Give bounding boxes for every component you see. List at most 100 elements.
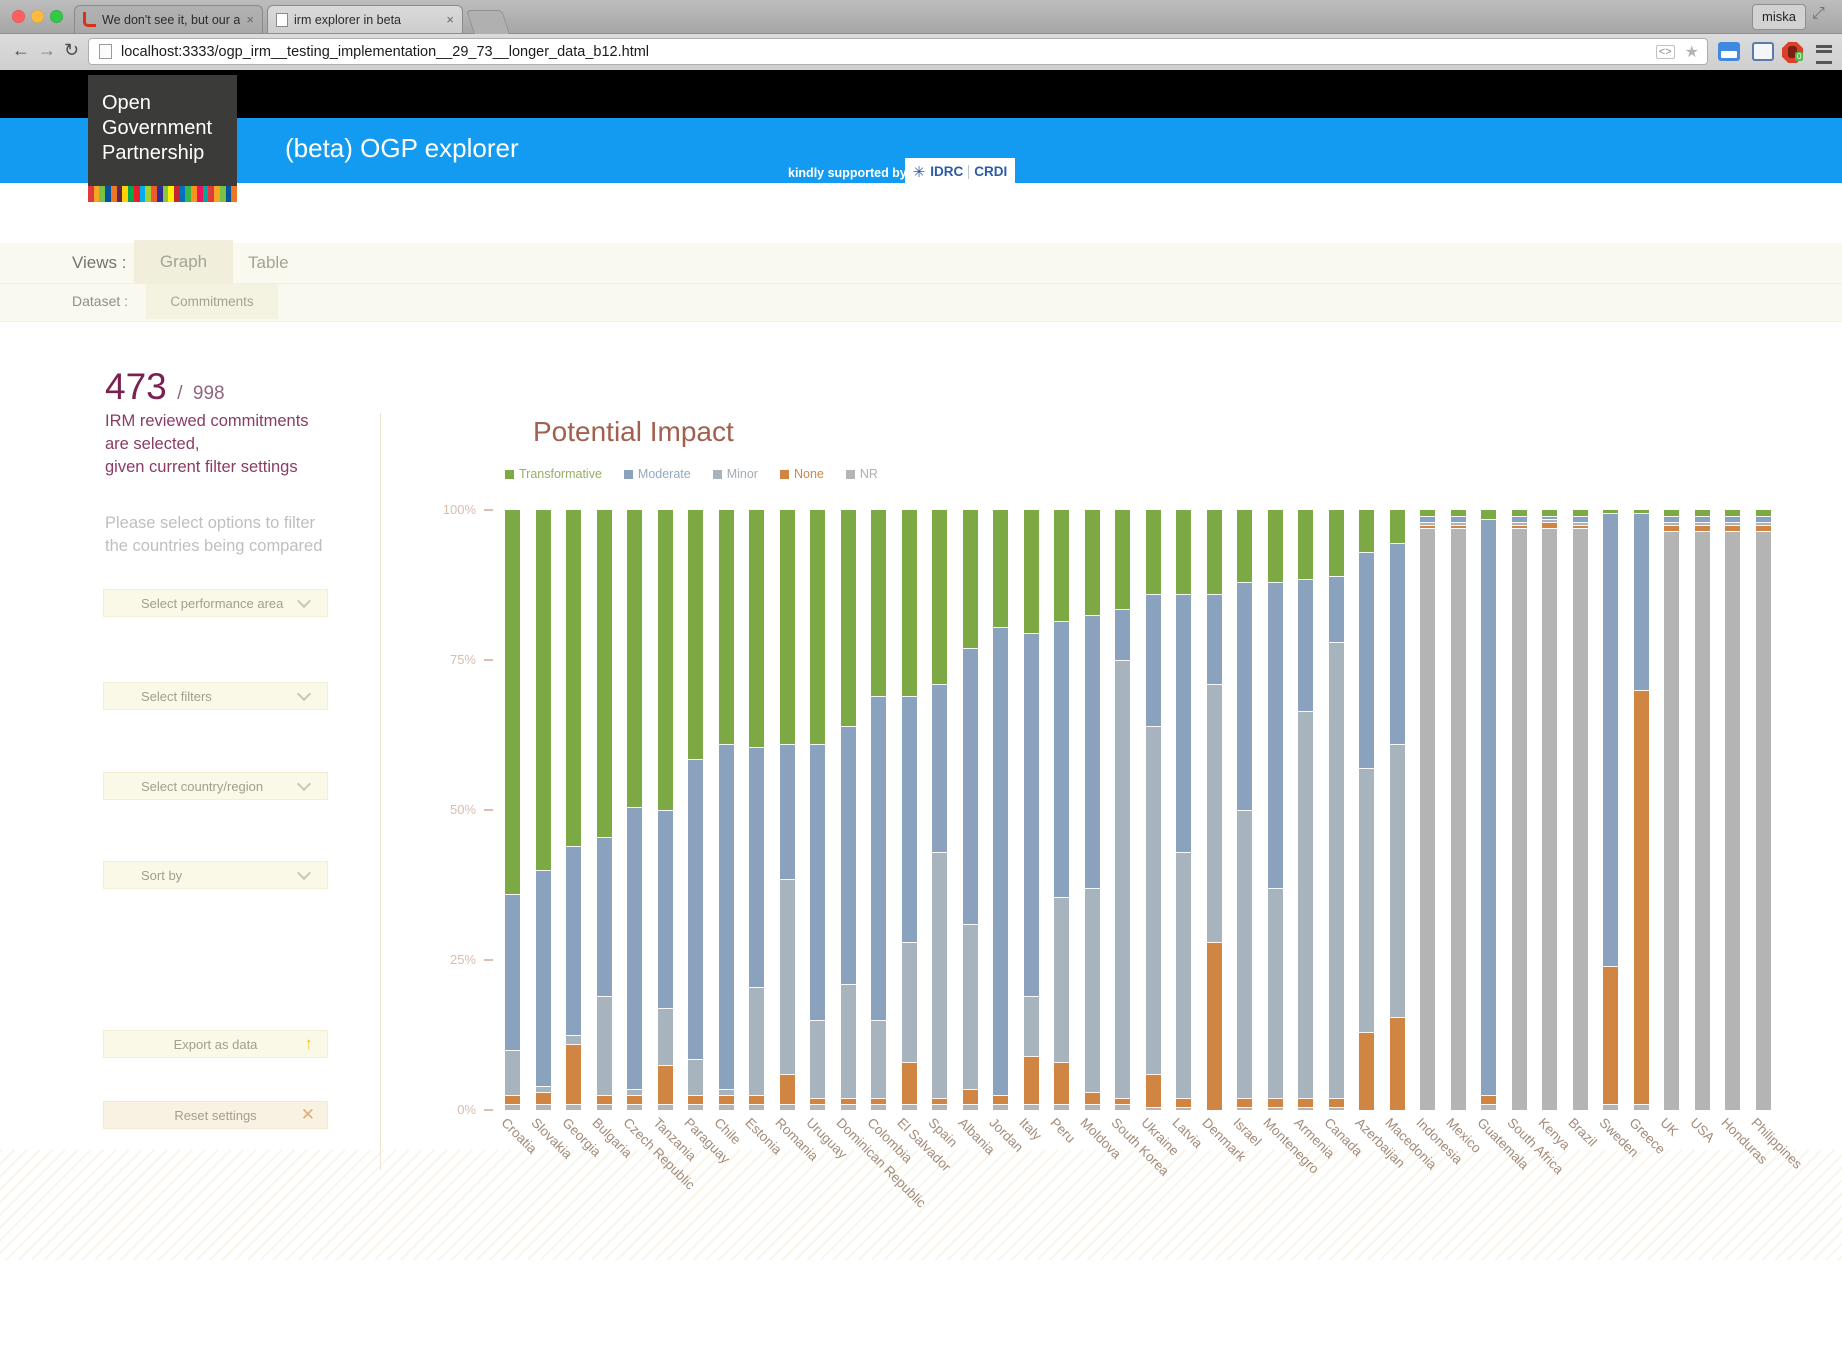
- bar-spain[interactable]: [932, 510, 947, 1110]
- bar-segment-nr[interactable]: [596, 1104, 612, 1110]
- bar-segment-none[interactable]: [718, 1095, 734, 1104]
- window-extension-icon[interactable]: [1752, 42, 1774, 61]
- bar-segment-minor[interactable]: [779, 879, 795, 1074]
- bar-segment-nr[interactable]: [779, 1104, 795, 1110]
- bar-segment-moderate[interactable]: [901, 696, 917, 942]
- bar-kenya[interactable]: [1542, 510, 1557, 1110]
- dropdown-country-region[interactable]: Select country/region: [103, 772, 328, 800]
- back-icon[interactable]: ←: [12, 40, 30, 60]
- bar-segment-nr[interactable]: [810, 1104, 825, 1110]
- bar-segment-minor[interactable]: [1420, 522, 1435, 525]
- bar-el-salvador[interactable]: [901, 510, 917, 1110]
- bar-bulgaria[interactable]: [596, 510, 612, 1110]
- bar-segment-minor[interactable]: [1755, 522, 1771, 525]
- bar-segment-minor[interactable]: [840, 984, 856, 1098]
- bar-segment-nr[interactable]: [566, 1104, 581, 1110]
- bar-segment-moderate[interactable]: [1450, 516, 1466, 522]
- bar-segment-moderate[interactable]: [932, 684, 947, 852]
- tab-commitments[interactable]: Commitments: [146, 284, 278, 319]
- bar-segment-nr[interactable]: [901, 1104, 917, 1110]
- zoom-window-icon[interactable]: [50, 10, 63, 23]
- bar-segment-none[interactable]: [1054, 1062, 1069, 1104]
- bar-segment-moderate[interactable]: [657, 810, 673, 1008]
- bar-segment-transformative[interactable]: [566, 510, 581, 846]
- bar-segment-transformative[interactable]: [1267, 510, 1283, 582]
- bar-guatemala[interactable]: [1481, 510, 1496, 1110]
- minimize-window-icon[interactable]: [31, 10, 44, 23]
- bar-segment-minor[interactable]: [932, 852, 947, 1098]
- browser-user-button[interactable]: miska: [1752, 4, 1806, 30]
- bar-segment-transformative[interactable]: [505, 510, 520, 894]
- bar-segment-none[interactable]: [688, 1095, 703, 1104]
- bar-segment-minor[interactable]: [1328, 642, 1344, 1098]
- bar-segment-nr[interactable]: [993, 1104, 1008, 1110]
- bar-segment-nr[interactable]: [871, 1104, 886, 1110]
- bar-segment-none[interactable]: [1389, 1017, 1405, 1110]
- bar-segment-nr[interactable]: [1176, 1107, 1191, 1110]
- dropdown-performance-area[interactable]: Select performance area: [103, 589, 328, 617]
- bar-segment-transformative[interactable]: [1572, 510, 1588, 516]
- bar-segment-nr[interactable]: [535, 1104, 551, 1110]
- bar-segment-moderate[interactable]: [1023, 633, 1039, 996]
- bar-brazil[interactable]: [1572, 510, 1588, 1110]
- bar-segment-minor[interactable]: [566, 1035, 581, 1044]
- bar-chile[interactable]: [718, 510, 734, 1110]
- bar-romania[interactable]: [779, 510, 795, 1110]
- bar-armenia[interactable]: [1298, 510, 1313, 1110]
- bar-segment-nr[interactable]: [1511, 528, 1527, 1110]
- bar-latvia[interactable]: [1176, 510, 1191, 1110]
- bar-segment-nr[interactable]: [1237, 1107, 1252, 1110]
- bar-segment-moderate[interactable]: [871, 696, 886, 1020]
- bar-segment-transformative[interactable]: [1633, 510, 1649, 513]
- bar-segment-transformative[interactable]: [749, 510, 764, 747]
- bar-segment-nr[interactable]: [1755, 531, 1771, 1110]
- bar-south-korea[interactable]: [1115, 510, 1130, 1110]
- bar-segment-moderate[interactable]: [505, 894, 520, 1050]
- bar-segment-nr[interactable]: [1298, 1107, 1313, 1110]
- bar-segment-transformative[interactable]: [1755, 510, 1771, 516]
- bar-segment-transformative[interactable]: [657, 510, 673, 810]
- bar-segment-nr[interactable]: [1572, 528, 1588, 1110]
- tab-close-icon[interactable]: ×: [446, 12, 454, 27]
- bar-segment-none[interactable]: [901, 1062, 917, 1104]
- bar-segment-minor[interactable]: [1237, 810, 1252, 1098]
- bar-segment-moderate[interactable]: [962, 648, 978, 924]
- bar-segment-transformative[interactable]: [1176, 510, 1191, 594]
- bar-segment-nr[interactable]: [1084, 1104, 1100, 1110]
- menu-icon[interactable]: [1816, 45, 1832, 64]
- bar-segment-transformative[interactable]: [962, 510, 978, 648]
- bar-segment-nr[interactable]: [1694, 531, 1710, 1110]
- bar-segment-transformative[interactable]: [1389, 510, 1405, 543]
- bar-segment-minor[interactable]: [657, 1008, 673, 1065]
- bar-segment-nr[interactable]: [1725, 531, 1740, 1110]
- bar-segment-transformative[interactable]: [1511, 510, 1527, 516]
- bar-segment-moderate[interactable]: [1267, 582, 1283, 888]
- bar-segment-minor[interactable]: [1511, 522, 1527, 525]
- bar-segment-nr[interactable]: [1145, 1107, 1161, 1110]
- code-icon[interactable]: <>: [1655, 44, 1675, 59]
- bar-segment-none[interactable]: [1084, 1092, 1100, 1104]
- bar-segment-nr[interactable]: [1664, 531, 1679, 1110]
- bar-segment-moderate[interactable]: [1725, 516, 1740, 522]
- bar-segment-minor[interactable]: [1694, 522, 1710, 525]
- bar-segment-moderate[interactable]: [1389, 543, 1405, 744]
- bar-segment-none[interactable]: [627, 1095, 642, 1104]
- bar-segment-moderate[interactable]: [1542, 516, 1557, 519]
- bar-segment-transformative[interactable]: [1359, 510, 1374, 552]
- bar-segment-minor[interactable]: [596, 996, 612, 1095]
- bar-segment-nr[interactable]: [505, 1104, 520, 1110]
- bar-georgia[interactable]: [566, 510, 581, 1110]
- bookmarks-extension-icon[interactable]: [1718, 42, 1740, 61]
- bar-segment-nr[interactable]: [1633, 1104, 1649, 1110]
- bar-segment-nr[interactable]: [688, 1104, 703, 1110]
- bar-south-africa[interactable]: [1511, 510, 1527, 1110]
- bar-segment-none[interactable]: [1328, 1098, 1344, 1107]
- bar-azerbaijan[interactable]: [1359, 510, 1374, 1110]
- bar-segment-moderate[interactable]: [566, 846, 581, 1035]
- address-bar[interactable]: localhost:3333/ogp_irm__testing_implemen…: [88, 38, 1708, 65]
- bar-montenegro[interactable]: [1267, 510, 1283, 1110]
- bar-segment-moderate[interactable]: [749, 747, 764, 987]
- bar-segment-minor[interactable]: [1389, 744, 1405, 1017]
- bar-segment-none[interactable]: [535, 1092, 551, 1104]
- bar-segment-none[interactable]: [871, 1098, 886, 1104]
